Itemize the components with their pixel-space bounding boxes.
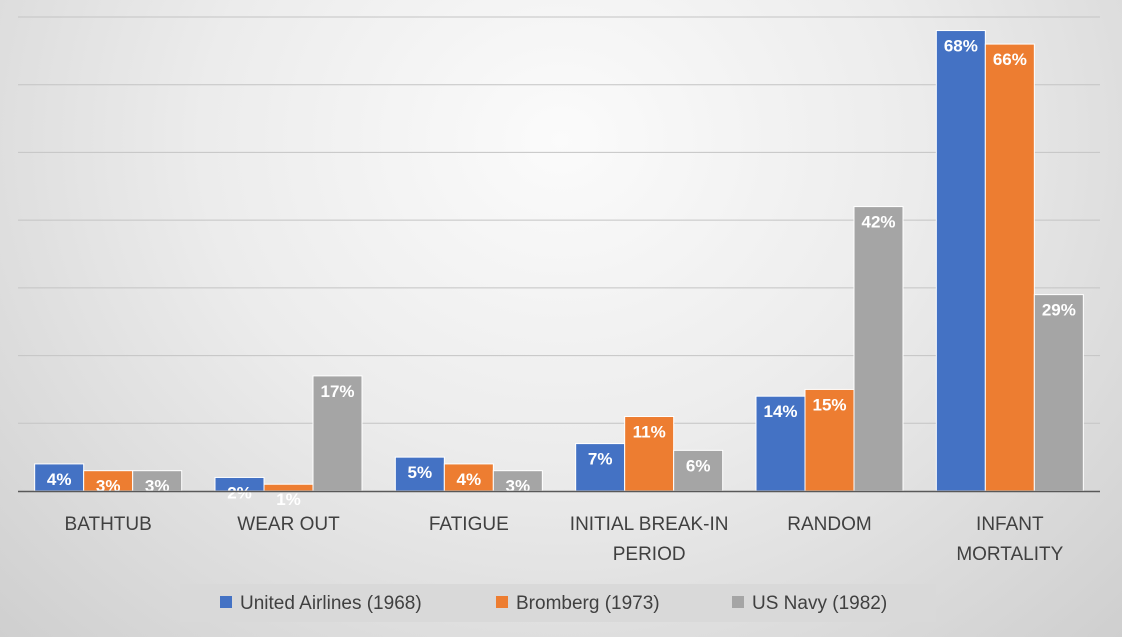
category-label: RANDOM (787, 514, 871, 535)
legend-background (180, 584, 936, 622)
gridlines (18, 16, 1100, 424)
legend-entry: United Airlines (1968) (240, 593, 422, 614)
data-label: 14% (763, 402, 797, 421)
data-label: 17% (320, 382, 354, 401)
data-label: 6% (686, 456, 711, 475)
legend: United Airlines (1968) Bromberg (1973) US … (180, 584, 936, 622)
category-label: INITIAL BREAK-IN (570, 514, 729, 535)
bar (984, 43, 1035, 492)
data-label: 2% (227, 483, 252, 502)
bars (34, 30, 1084, 492)
bar (935, 30, 986, 492)
bar (804, 388, 855, 492)
data-label: 68% (944, 37, 978, 56)
category-label: WEAR OUT (237, 514, 340, 535)
bar (755, 395, 806, 492)
data-label: 3% (96, 477, 121, 496)
data-label: 1% (276, 490, 301, 509)
legend-swatch (496, 596, 508, 608)
legend-swatch (220, 596, 232, 608)
bar (575, 443, 626, 492)
data-label: 3% (506, 477, 531, 496)
category-label: FATIGUE (429, 514, 509, 535)
legend-entry: Bromberg (1973) (516, 593, 660, 614)
data-label: 15% (812, 395, 846, 414)
data-label: 4% (457, 470, 482, 489)
category-label: BATHTUB (65, 514, 152, 535)
data-label: 11% (633, 423, 666, 442)
legend-entry: US Navy (1982) (752, 593, 887, 614)
data-label: 66% (993, 50, 1027, 69)
data-label: 5% (408, 463, 433, 482)
data-labels: 4% 3% 3% 2% 1% 17% 5% 4% 3% 7% 11% 6% 14% 15% 42% 68% 66… (47, 37, 1076, 510)
bar (853, 206, 904, 492)
legend-swatch (732, 596, 744, 608)
data-label: 29% (1042, 301, 1076, 320)
category-label: PERIOD (613, 544, 686, 565)
bar (1033, 294, 1084, 492)
data-label: 4% (47, 470, 72, 489)
category-labels: BATHTUB WEAR OUT FATIGUE INITIAL BREAK-IN PE… (65, 514, 1064, 565)
bar (673, 449, 724, 492)
data-label: 3% (145, 477, 170, 496)
category-label: INFANT (976, 514, 1044, 535)
data-label: 42% (861, 213, 895, 232)
data-label: 7% (588, 450, 613, 469)
category-label: MORTALITY (956, 544, 1063, 565)
